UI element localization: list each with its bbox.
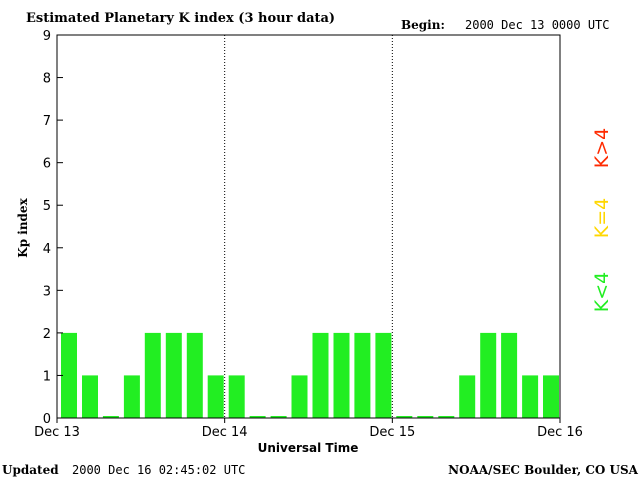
kp-bar [249,416,266,418]
kp-bar [123,375,140,418]
y-tick-label: 4 [43,242,51,257]
kp-bar [480,332,497,418]
kp-bar [270,416,287,418]
y-tick-label: 6 [43,157,51,172]
kp-bar [291,375,308,418]
credit-text: NOAA/SEC Boulder, CO USA [448,463,639,477]
x-tick-label: Dec 15 [369,425,415,440]
kp-bar [459,375,476,418]
kp-bar [375,332,392,418]
y-tick-label: 2 [43,327,51,342]
kp-bar [333,332,350,418]
begin-label: Begin: [401,18,445,32]
kp-bar [417,416,434,418]
kp-bar [102,416,119,418]
kp-bar [207,375,224,418]
kp-bar [396,416,413,418]
x-axis-label: Universal Time [258,441,359,455]
kp-bar [543,375,559,418]
y-tick-label: 9 [43,29,51,44]
plot-frame [56,34,561,419]
kp-bar [82,375,98,418]
x-tick-label: Dec 14 [202,425,248,440]
kp-bar [438,416,455,418]
updated-label: Updated [2,463,59,477]
y-tick-label: 8 [43,72,51,87]
kp-bar [354,332,371,418]
y-tick-label: 7 [43,114,51,129]
kp-bar [144,332,161,418]
begin-value: 2000 Dec 13 0000 UTC [465,18,610,32]
updated-value: 2000 Dec 16 02:45:02 UTC [72,463,245,477]
legend-k-equal-4: K=4 [591,198,613,238]
y-tick-label: 1 [43,369,51,384]
kp-bar [165,332,182,418]
kp-bar [312,332,329,418]
kp-bar [61,332,77,418]
kp-bar [228,375,245,418]
legend-k-less-4: K<4 [591,272,613,312]
y-tick-label: 3 [43,284,51,299]
x-tick-label: Dec 16 [537,425,583,440]
x-tick-label: Dec 13 [34,425,80,440]
kp-bar [501,332,518,418]
y-tick-label: 0 [43,412,51,427]
kp-bar [186,332,203,418]
legend-k-greater-4: K>4 [591,128,613,168]
plot-area: 0 1 2 3 4 5 6 7 8 9 Dec 13 Dec 14 Dec 15 Dec 16 [34,29,583,440]
kp-bar [522,375,539,418]
y-axis-label: Kp index [16,197,30,257]
y-tick-label: 5 [43,199,51,214]
chart-title: Estimated Planetary K index (3 hour data… [26,11,335,26]
